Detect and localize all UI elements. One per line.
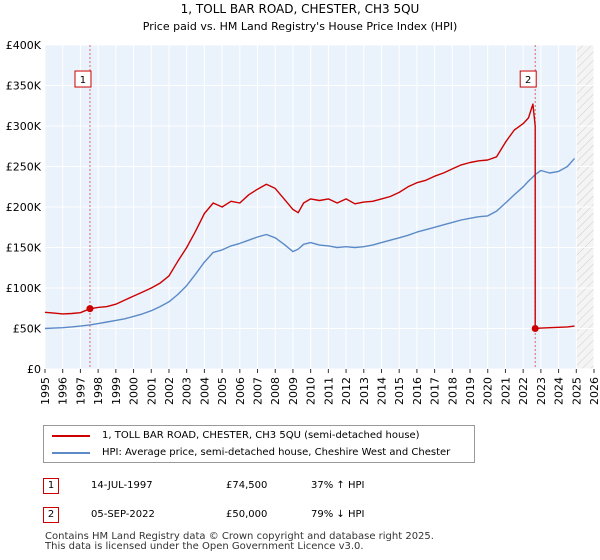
footer-licence: This data is licensed under the Open Gov… [45,541,364,552]
legend-label-hpi: HPI: Average price, semi-detached house,… [102,447,451,458]
x-tick-label: 2000 [128,377,141,405]
x-tick-label: 1998 [92,377,105,405]
x-tick-label: 2010 [305,377,318,405]
price-chart: 1, TOLL BAR ROAD, CHESTER, CH3 5QU Price… [6,2,600,405]
x-tick-label: 2022 [517,377,530,405]
x-tick-label: 2005 [216,377,229,405]
chart-subtitle: Price paid vs. HM Land Registry's House … [143,20,458,33]
x-tick-label: 2007 [252,377,265,405]
y-tick-label: £350K [6,80,42,93]
footer-copyright: Contains HM Land Registry data © Crown c… [45,531,434,542]
chart-title: 1, TOLL BAR ROAD, CHESTER, CH3 5QU [181,2,420,16]
grid [44,44,595,370]
sale-label: 1 [80,75,86,86]
series-layer [44,45,576,369]
legend: 1, TOLL BAR ROAD, CHESTER, CH3 5QU (semi… [43,425,475,463]
footer: Contains HM Land Registry data © Crown c… [45,532,434,552]
sale-label-box [74,70,92,88]
x-tick-label: 2015 [393,377,406,405]
axes: £0 £50K £100K £150K £200K £250K £300K £350K £400… [6,39,600,405]
x-tick-label: 2024 [553,377,566,405]
y-tick-label: £100K [6,282,42,295]
x-tick-label: 2004 [198,377,211,405]
x-tick-label: 2012 [340,377,353,405]
x-tick-label: 1995 [39,377,52,405]
x-tick-label: 2017 [429,377,442,405]
x-tick-label: 1999 [110,377,123,405]
sale-date: 14-JUL-1997 [91,480,153,491]
sale-label-box [519,70,537,88]
x-tick-label: 2021 [499,377,512,405]
x-tick-label: 2006 [234,377,247,405]
sale-hpi-diff: 37% ↑ HPI [311,480,365,491]
legend-label-property: 1, TOLL BAR ROAD, CHESTER, CH3 5QU (semi… [102,430,420,441]
y-tick-label: £200K [6,201,42,214]
x-tick-label: 2011 [322,377,335,405]
sale-point [531,325,539,332]
x-tick-label: 2018 [446,377,459,405]
x-tick-label: 2001 [145,377,158,405]
x-tick-label: 2008 [269,377,282,405]
x-tick-label: 2003 [181,377,194,405]
y-tick-label: £250K [6,161,42,174]
sale-date: 05-SEP-2022 [91,509,155,520]
y-tick-label: £400K [6,39,42,52]
legend-swatch-property [52,435,90,437]
x-tick-label: 2002 [163,377,176,405]
x-tick-label: 2016 [411,377,424,405]
y-tick-label: £150K [6,242,42,255]
property-price-line [44,103,575,330]
sale-hpi-diff: 79% ↓ HPI [311,509,365,520]
hpi-line [44,157,576,330]
y-tick-label: £50K [13,323,42,336]
x-tick-label: 1996 [57,377,70,405]
x-tick-label: 1997 [74,377,87,405]
sale-price: £74,500 [226,480,268,491]
sale-point [86,305,94,313]
sale-number-badge: 1 [43,478,59,494]
y-tick-label: £0 [27,363,41,376]
x-tick-label: 2025 [570,377,583,405]
x-tick-label: 2014 [375,377,388,405]
x-tick-label: 2026 [588,377,600,405]
x-tick-label: 2019 [464,377,477,405]
sale-price: £50,000 [226,509,268,520]
x-tick-label: 2023 [535,377,548,405]
x-tick-label: 2020 [482,377,495,405]
sale-number-badge: 2 [43,507,59,523]
legend-swatch-hpi [52,452,90,454]
x-tick-label: 2009 [287,377,300,405]
y-tick-label: £300K [6,120,42,133]
sale-label: 2 [525,75,531,86]
x-tick-label: 2013 [358,377,371,405]
